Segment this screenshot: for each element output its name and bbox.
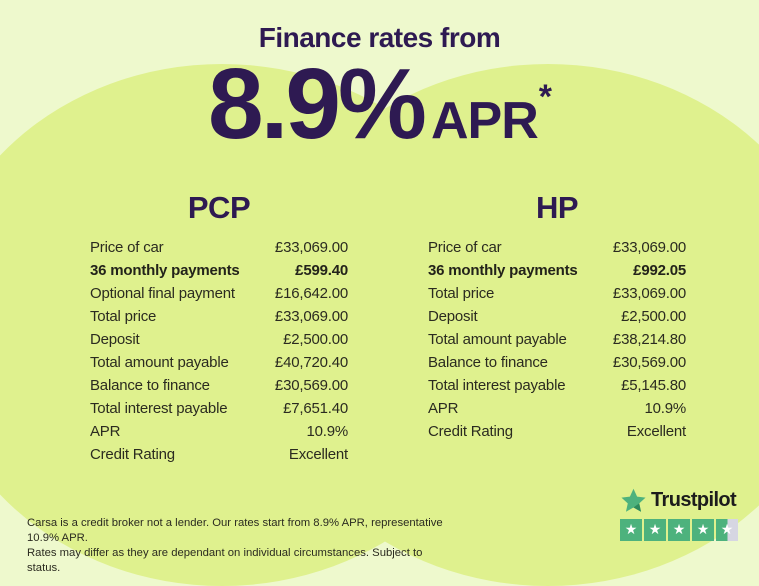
finance-row-label: Total interest payable	[428, 377, 566, 394]
banner-title: Finance rates from	[258, 22, 501, 53]
star-icon: ★	[648, 522, 662, 538]
rate-suffix: APR	[430, 92, 539, 150]
finance-row-value: 10.9%	[306, 423, 348, 440]
finance-row-label: Optional final payment	[90, 285, 235, 302]
finance-row: Price of car £33,069.00	[90, 236, 348, 259]
finance-row-value: £2,500.00	[621, 308, 686, 325]
rating-star-box: ★	[692, 519, 714, 541]
rating-star-box: ★	[620, 519, 642, 541]
finance-row-value: £599.40	[295, 262, 348, 279]
background-circle-right	[256, 64, 759, 586]
finance-row: Total interest payable £5,145.80	[428, 374, 686, 397]
finance-row-label: Deposit	[428, 308, 478, 325]
disclaimer: Carsa is a credit broker not a lender. O…	[27, 516, 457, 576]
finance-row-label: APR	[90, 423, 121, 440]
finance-row-value: Excellent	[288, 446, 348, 463]
trustpilot-logo: Trustpilot	[620, 487, 750, 514]
finance-row-label: Total interest payable	[90, 400, 228, 417]
finance-row-label: Total amount payable	[428, 331, 567, 348]
rate-asterisk: *	[538, 78, 552, 116]
finance-row: 36 monthly payments £992.05	[428, 259, 686, 282]
finance-row-label: Deposit	[90, 331, 140, 348]
rate-value: 8.9%	[208, 48, 427, 160]
finance-row-value: £5,145.80	[621, 377, 686, 394]
star-icon: ★	[672, 522, 686, 538]
finance-row: APR 10.9%	[90, 420, 348, 443]
finance-row: Total interest payable £7,651.40	[90, 397, 348, 420]
finance-row: Credit Rating Excellent	[428, 420, 686, 443]
finance-row: Total price £33,069.00	[90, 305, 348, 328]
finance-row: Total amount payable £40,720.40	[90, 351, 348, 374]
finance-row-value: £992.05	[633, 262, 686, 279]
finance-row: Deposit £2,500.00	[428, 305, 686, 328]
hp-rows: Price of car £33,069.00 36 monthly payment…	[428, 236, 686, 443]
finance-row-value: Excellent	[626, 423, 686, 440]
finance-row: Price of car £33,069.00	[428, 236, 686, 259]
disclaimer-line-2: Rates may differ as they are dependant o…	[27, 547, 423, 574]
finance-row: Balance to finance £30,569.00	[428, 351, 686, 374]
star-icon: ★	[696, 522, 710, 538]
finance-banner: Finance rates from 8.9% APR* PCP Price of…	[0, 22, 759, 574]
finance-row-value: £33,069.00	[274, 239, 348, 256]
finance-row-value: £38,214.80	[612, 331, 686, 348]
finance-row: Credit Rating Excellent	[90, 443, 348, 466]
headline-rate: 8.9% APR*	[0, 54, 759, 154]
trustpilot-widget: Trustpilot ★ ★ ★ ★ ★	[620, 487, 750, 541]
trustpilot-star-icon	[621, 488, 646, 512]
finance-row-label: Price of car	[90, 239, 164, 256]
rating-star-box: ★	[668, 519, 690, 541]
finance-row-value: £7,651.40	[283, 400, 348, 417]
disclaimer-line-1: Carsa is a credit broker not a lender. O…	[27, 517, 443, 544]
pcp-column: PCP Price of car £33,069.00 36 monthly pay…	[90, 190, 348, 466]
finance-row: 36 monthly payments £599.40	[90, 259, 348, 282]
finance-row-value: £33,069.00	[612, 285, 686, 302]
finance-row-label: Credit Rating	[90, 446, 175, 463]
rating-star-box: ★	[716, 519, 738, 541]
finance-row-label: Balance to finance	[90, 377, 210, 394]
finance-row: Optional final payment £16,642.00	[90, 282, 348, 305]
finance-row: Total price £33,069.00	[428, 282, 686, 305]
finance-row-value: £33,069.00	[612, 239, 686, 256]
star-icon: ★	[624, 522, 638, 538]
finance-row-value: £2,500.00	[283, 331, 348, 348]
finance-row-label: 36 monthly payments	[90, 262, 240, 279]
finance-row-label: Total price	[90, 308, 157, 325]
finance-row: APR 10.9%	[428, 397, 686, 420]
hp-title: HP	[535, 190, 579, 225]
finance-row-label: APR	[428, 400, 459, 417]
finance-row-label: Total price	[428, 285, 495, 302]
finance-row-label: Balance to finance	[428, 354, 548, 371]
pcp-title: PCP	[187, 190, 251, 225]
finance-row-label: Price of car	[428, 239, 502, 256]
finance-row-value: £33,069.00	[274, 308, 348, 325]
finance-row: Balance to finance £30,569.00	[90, 374, 348, 397]
finance-row: Deposit £2,500.00	[90, 328, 348, 351]
trustpilot-wordmark: Trustpilot	[651, 489, 737, 511]
finance-row: Total amount payable £38,214.80	[428, 328, 686, 351]
finance-row-value: £40,720.40	[274, 354, 348, 371]
rating-star-box: ★	[644, 519, 666, 541]
finance-row-value: £30,569.00	[612, 354, 686, 371]
finance-row-value: £16,642.00	[274, 285, 348, 302]
finance-row-value: £30,569.00	[274, 377, 348, 394]
star-icon: ★	[720, 522, 734, 538]
trustpilot-rating: ★ ★ ★ ★ ★	[620, 519, 750, 541]
hp-column: HP Price of car £33,069.00 36 monthly paym…	[428, 190, 686, 443]
finance-row-label: Credit Rating	[428, 423, 513, 440]
finance-row-label: Total amount payable	[90, 354, 229, 371]
pcp-rows: Price of car £33,069.00 36 monthly payment…	[90, 236, 348, 466]
finance-row-value: 10.9%	[644, 400, 686, 417]
finance-row-label: 36 monthly payments	[428, 262, 578, 279]
